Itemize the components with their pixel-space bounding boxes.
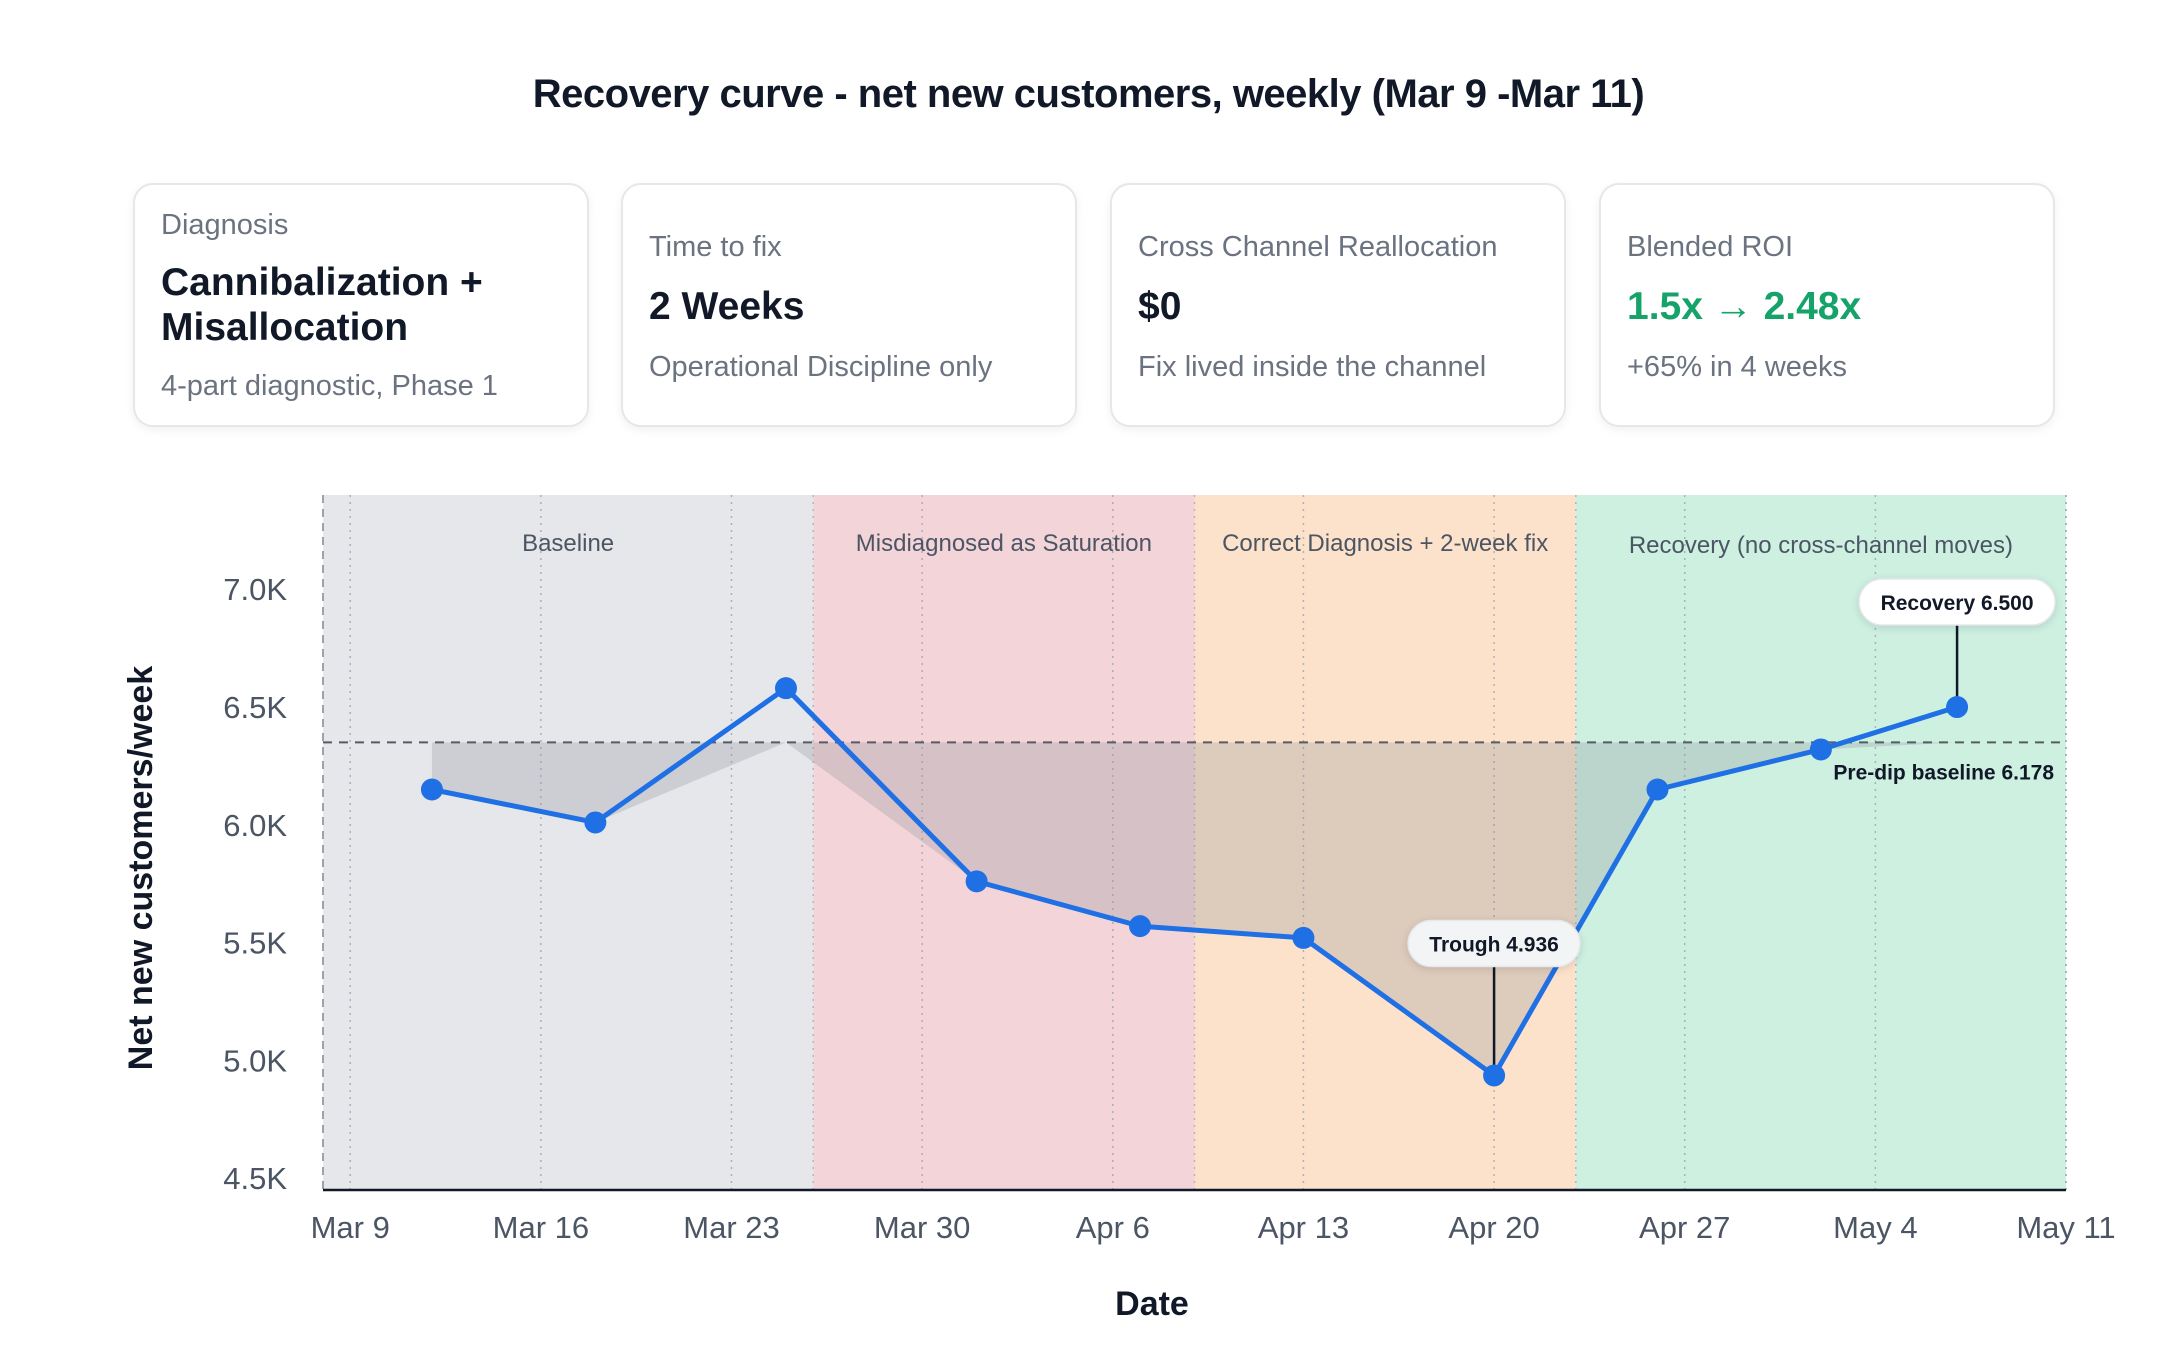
annotation-label: Recovery 6.500 [1881, 592, 2034, 615]
data-point [1129, 915, 1152, 938]
phase-band [813, 495, 1195, 1190]
y-tick-label: 4.5K [223, 1161, 287, 1196]
card-label: Diagnosis [161, 209, 289, 241]
phase-label: Misdiagnosed as Saturation [856, 530, 1152, 557]
card-value: 1.5x → 2.48x [1627, 285, 1862, 328]
card-label: Cross Channel Reallocation [1138, 231, 1498, 263]
x-tick-label: Mar 9 [311, 1210, 390, 1245]
annotation-callout: Recovery 6.500 [1858, 578, 2056, 626]
phase-label: Correct Diagnosis + 2-week fix [1222, 530, 1548, 557]
card-blended-roi: Blended ROI 1.5x → 2.48x +65% in 4 weeks [1599, 183, 2055, 427]
card-value: $0 [1138, 285, 1182, 328]
data-point [1946, 696, 1969, 719]
x-tick-label: Mar 30 [874, 1210, 970, 1245]
annotation-box [1858, 578, 2056, 626]
x-tick-label: Mar 16 [493, 1210, 589, 1245]
card-value: Cannibalization + Misallocation [161, 261, 483, 349]
gap-shading [431, 742, 1958, 1076]
card-sub: +65% in 4 weeks [1627, 351, 1848, 383]
card-label: Time to fix [649, 231, 782, 263]
x-tick-label: May 11 [2016, 1210, 2115, 1245]
y-tick-label: 6.0K [223, 808, 287, 843]
y-axis-title: Net new customers/week [122, 666, 160, 1070]
data-point [1292, 926, 1315, 949]
x-tick-label: Apr 6 [1076, 1210, 1150, 1245]
x-tick-label: Apr 20 [1448, 1210, 1539, 1245]
x-tick-label: Apr 13 [1258, 1210, 1349, 1245]
baseline-label: Pre-dip baseline 6.178 [1833, 761, 2054, 784]
y-tick-label: 7.0K [223, 572, 287, 607]
series-line [429, 685, 1960, 1078]
card-value: 2 Weeks [649, 285, 805, 328]
phase-band [1194, 495, 1576, 1190]
phase-band [323, 495, 814, 1190]
x-tick-label: Apr 27 [1639, 1210, 1730, 1245]
phase-label: Recovery (no cross-channel moves) [1629, 532, 2013, 559]
data-point [1646, 778, 1669, 801]
card-label: Blended ROI [1627, 231, 1794, 263]
data-point [420, 778, 443, 801]
data-point [584, 811, 607, 834]
annotation-callout: Trough 4.936 [1407, 919, 1581, 968]
card-sub: Operational Discipline only [649, 351, 993, 383]
y-tick-label: 5.5K [223, 926, 287, 961]
card-cross-channel: Cross Channel Reallocation $0 Fix lived … [1110, 183, 1566, 427]
card-diagnosis: Diagnosis Cannibalization + Misallocatio… [133, 183, 589, 427]
data-point [965, 870, 988, 893]
x-tick-label: May 4 [1833, 1210, 1917, 1245]
card-sub: Fix lived inside the channel [1138, 351, 1487, 383]
annotation-label: Trough 4.936 [1429, 934, 1559, 957]
annotation-box [1407, 919, 1581, 968]
y-tick-label: 6.5K [223, 690, 287, 725]
data-point [1809, 738, 1832, 761]
x-axis-title: Date [1115, 1285, 1189, 1323]
phase-label: Baseline [522, 530, 614, 557]
card-time-to-fix: Time to fix 2 Weeks Operational Discipli… [621, 183, 1077, 427]
y-tick-label: 5.0K [223, 1043, 287, 1078]
x-tick-label: Mar 23 [683, 1210, 779, 1245]
data-point [774, 677, 797, 700]
chart-title: Recovery curve - net new customers, week… [532, 72, 1645, 116]
data-point [1483, 1064, 1506, 1087]
card-sub: 4-part diagnostic, Phase 1 [161, 370, 498, 402]
